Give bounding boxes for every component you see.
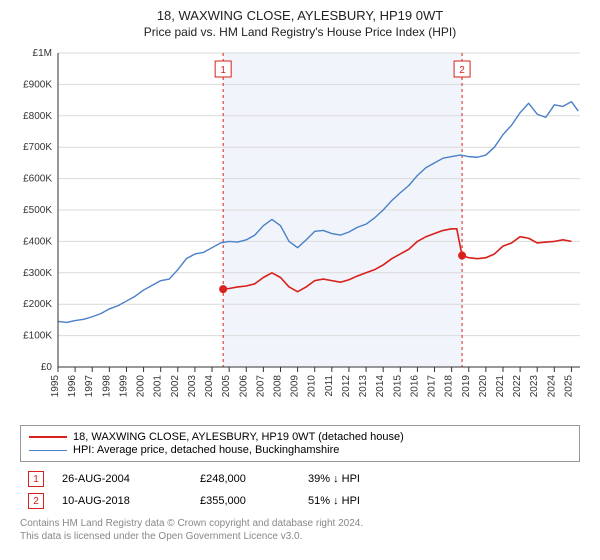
svg-text:£400K: £400K (23, 236, 52, 247)
svg-text:1999: 1999 (118, 375, 129, 398)
svg-text:2001: 2001 (153, 375, 164, 398)
svg-text:£500K: £500K (23, 205, 52, 216)
svg-text:2017: 2017 (427, 375, 438, 398)
legend-label: 18, WAXWING CLOSE, AYLESBURY, HP19 0WT (… (73, 431, 404, 443)
svg-text:1997: 1997 (84, 375, 95, 398)
transaction-marker: 1 (28, 471, 44, 487)
svg-text:2018: 2018 (444, 375, 455, 398)
footer-line: Contains HM Land Registry data © Crown c… (20, 518, 580, 531)
legend-row: 18, WAXWING CLOSE, AYLESBURY, HP19 0WT (… (29, 431, 571, 443)
footer-line: This data is licensed under the Open Gov… (20, 531, 580, 544)
footer-attribution: Contains HM Land Registry data © Crown c… (20, 518, 580, 543)
svg-text:2005: 2005 (221, 375, 232, 398)
svg-text:£0: £0 (41, 362, 53, 373)
svg-text:£1M: £1M (33, 48, 52, 59)
page-title: 18, WAXWING CLOSE, AYLESBURY, HP19 0WT (157, 8, 443, 23)
svg-text:2000: 2000 (136, 375, 147, 398)
svg-text:£300K: £300K (23, 268, 52, 279)
svg-text:2014: 2014 (375, 375, 386, 398)
svg-text:2025: 2025 (563, 375, 574, 398)
transaction-price: £248,000 (200, 473, 290, 485)
svg-text:2003: 2003 (187, 375, 198, 398)
svg-text:1996: 1996 (67, 375, 78, 398)
svg-text:2006: 2006 (238, 375, 249, 398)
svg-text:2020: 2020 (478, 375, 489, 398)
svg-text:1995: 1995 (50, 375, 61, 398)
transaction-marker: 2 (28, 493, 44, 509)
svg-text:1: 1 (220, 65, 226, 76)
svg-text:£600K: £600K (23, 174, 52, 185)
svg-text:2007: 2007 (255, 375, 266, 398)
transaction-vs-hpi: 39% ↓ HPI (308, 473, 448, 485)
transaction-date: 26-AUG-2004 (62, 473, 182, 485)
legend-swatch (29, 450, 67, 451)
svg-text:2021: 2021 (495, 375, 506, 398)
svg-text:2002: 2002 (170, 375, 181, 398)
svg-text:£900K: £900K (23, 79, 52, 90)
legend-swatch (29, 436, 67, 438)
legend-row: HPI: Average price, detached house, Buck… (29, 444, 571, 456)
svg-text:2022: 2022 (512, 375, 523, 398)
svg-text:2009: 2009 (290, 375, 301, 398)
svg-text:2011: 2011 (324, 375, 335, 397)
svg-text:2004: 2004 (204, 375, 215, 398)
svg-text:2: 2 (459, 65, 465, 76)
table-row: 2 10-AUG-2018 £355,000 51% ↓ HPI (20, 490, 580, 512)
legend-label: HPI: Average price, detached house, Buck… (73, 444, 339, 456)
svg-text:2024: 2024 (546, 375, 557, 398)
ogl-link[interactable]: Open Government Licence v3.0 (158, 531, 299, 542)
transaction-vs-hpi: 51% ↓ HPI (308, 495, 448, 507)
svg-text:£800K: £800K (23, 111, 52, 122)
table-row: 1 26-AUG-2004 £248,000 39% ↓ HPI (20, 468, 580, 490)
svg-text:£100K: £100K (23, 331, 52, 342)
svg-text:2016: 2016 (409, 375, 420, 398)
legend: 18, WAXWING CLOSE, AYLESBURY, HP19 0WT (… (20, 425, 580, 462)
svg-text:£200K: £200K (23, 299, 52, 310)
transaction-date: 10-AUG-2018 (62, 495, 182, 507)
svg-text:2023: 2023 (529, 375, 540, 398)
svg-text:2010: 2010 (307, 375, 318, 398)
page-subtitle: Price paid vs. HM Land Registry's House … (144, 25, 456, 39)
svg-text:1998: 1998 (101, 375, 112, 398)
price-vs-hpi-chart: £0 £100K £200K £300K £400K £500K £600K £700K £80… (10, 43, 590, 423)
svg-text:2019: 2019 (461, 375, 472, 398)
transactions-table: 1 26-AUG-2004 £248,000 39% ↓ HPI 2 10-AU… (20, 468, 580, 512)
svg-text:2012: 2012 (341, 375, 352, 398)
svg-text:2015: 2015 (392, 375, 403, 398)
svg-text:£700K: £700K (23, 142, 52, 153)
transaction-price: £355,000 (200, 495, 290, 507)
svg-text:2008: 2008 (272, 375, 283, 398)
svg-text:2013: 2013 (358, 375, 369, 398)
